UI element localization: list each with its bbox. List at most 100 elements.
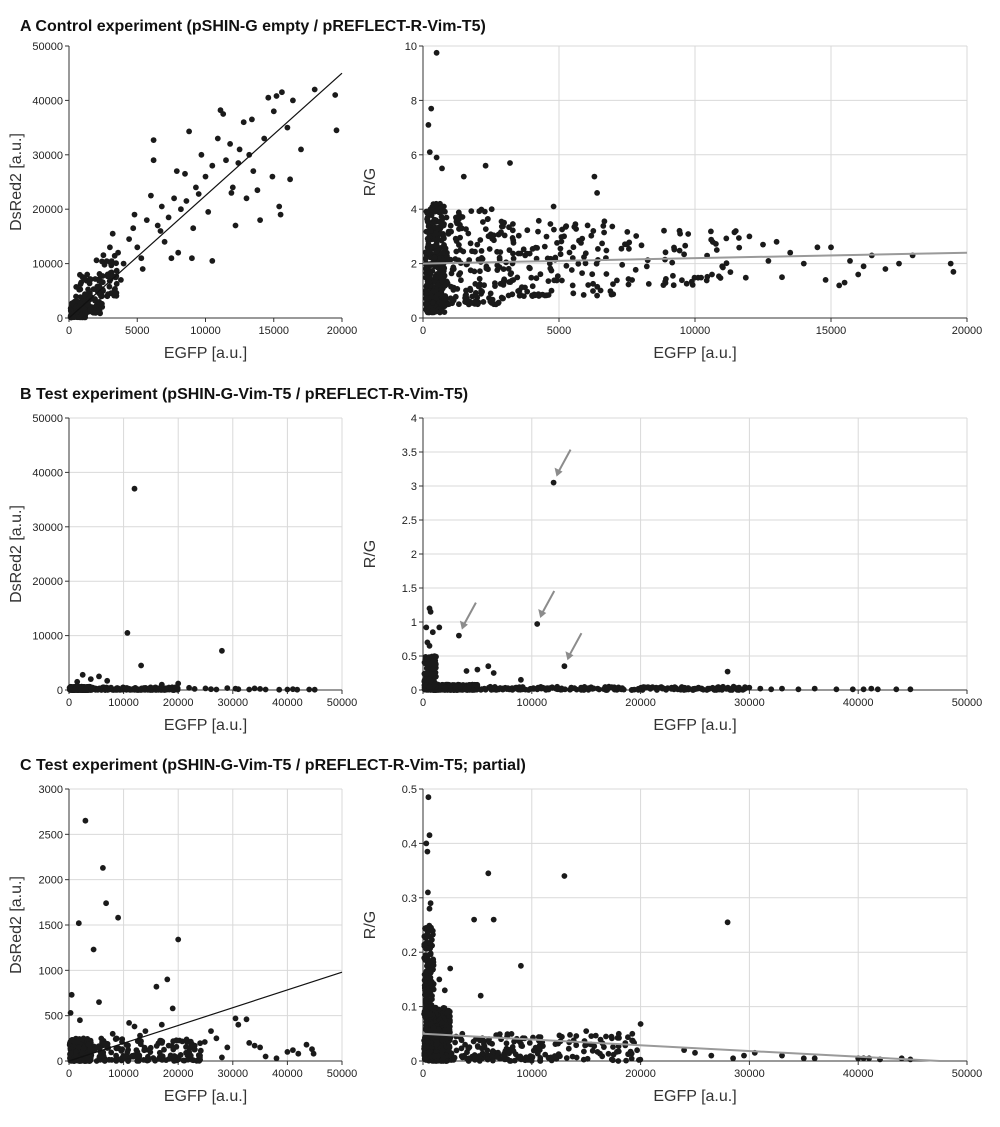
data-point — [519, 1043, 526, 1049]
data-point — [104, 677, 111, 684]
x-tick-label: 10000 — [680, 325, 711, 337]
data-point — [439, 165, 445, 172]
data-point — [950, 268, 957, 275]
data-point — [510, 237, 517, 244]
data-point — [426, 967, 433, 974]
data-point — [446, 1043, 453, 1049]
data-point — [290, 97, 296, 104]
data-point — [311, 686, 318, 693]
data-point — [424, 216, 430, 223]
data-point — [128, 686, 135, 693]
data-point — [550, 203, 557, 210]
data-point — [440, 270, 447, 277]
data-point — [85, 286, 91, 293]
data-point — [458, 277, 464, 284]
data-point — [481, 282, 487, 289]
data-point — [432, 661, 439, 668]
data-point — [633, 233, 640, 239]
data-point — [514, 274, 521, 281]
data-point — [99, 300, 105, 307]
y-tick-label: 10 — [405, 41, 417, 53]
data-point — [507, 160, 513, 166]
data-point — [452, 293, 459, 300]
data-point — [522, 284, 528, 291]
data-point — [545, 278, 552, 284]
data-point — [582, 1042, 588, 1049]
data-point — [425, 268, 431, 275]
data-point — [161, 238, 168, 245]
data-point — [480, 299, 487, 305]
data-point — [467, 240, 474, 247]
data-point — [557, 245, 564, 252]
data-point — [601, 229, 607, 236]
data-point — [529, 283, 536, 290]
data-point — [141, 686, 147, 693]
y-tick-label: 1.5 — [402, 583, 417, 595]
data-point — [787, 249, 794, 256]
x-tick-label: 10000 — [108, 697, 139, 709]
data-point — [629, 277, 635, 283]
data-point — [572, 221, 579, 228]
data-point — [493, 1054, 500, 1060]
data-point — [448, 283, 454, 290]
data-point — [736, 235, 742, 241]
data-point — [430, 288, 437, 294]
y-tick-label: 40000 — [32, 95, 63, 107]
data-point — [426, 832, 433, 839]
y-tick-label: 40000 — [32, 467, 63, 479]
data-point — [243, 195, 250, 202]
data-point — [559, 1033, 565, 1040]
data-point — [559, 277, 565, 284]
data-point — [439, 257, 446, 264]
x-tick-label: 15000 — [258, 325, 289, 337]
section-title-b: B Test experiment (pSHIN-G-Vim-T5 / pREF… — [20, 386, 469, 403]
data-point — [133, 685, 139, 692]
data-point — [473, 682, 480, 689]
data-point — [219, 647, 225, 654]
data-point — [727, 269, 734, 275]
data-point — [605, 1050, 612, 1057]
data-point — [474, 241, 481, 248]
data-point — [431, 254, 438, 261]
data-point — [287, 176, 293, 183]
data-point — [138, 662, 145, 669]
data-point — [619, 261, 626, 268]
data-point — [512, 1051, 519, 1058]
data-point — [662, 249, 669, 256]
data-point — [440, 265, 447, 271]
data-point — [779, 274, 785, 281]
data-point — [434, 236, 441, 243]
data-point — [131, 211, 138, 218]
data-point — [442, 282, 448, 289]
data-point — [485, 216, 491, 222]
x-tick-label: 0 — [420, 1068, 426, 1080]
data-point — [79, 671, 86, 678]
data-point — [103, 684, 110, 691]
data-point — [610, 1044, 616, 1050]
data-point — [138, 255, 145, 262]
data-point — [535, 217, 542, 224]
data-point — [608, 1056, 615, 1063]
data-point — [478, 1045, 485, 1052]
data-point — [209, 162, 216, 169]
data-point — [507, 279, 514, 285]
data-point — [741, 1052, 747, 1059]
data-point — [429, 307, 436, 314]
data-point — [463, 226, 469, 233]
data-point — [426, 676, 433, 683]
data-point — [480, 219, 486, 225]
data-point — [526, 264, 533, 271]
y-tick-label: 0 — [411, 685, 417, 697]
data-point — [719, 263, 726, 270]
x-tick-label: 40000 — [843, 1068, 874, 1080]
data-point — [77, 271, 83, 278]
data-point — [500, 280, 507, 286]
data-point — [567, 1032, 573, 1038]
y-tick-label: 4 — [411, 204, 417, 216]
data-point — [570, 244, 577, 251]
data-point — [448, 270, 455, 277]
y-tick-label: 50000 — [32, 41, 63, 53]
data-point — [450, 264, 457, 271]
data-point — [723, 260, 730, 267]
data-point — [610, 281, 616, 287]
